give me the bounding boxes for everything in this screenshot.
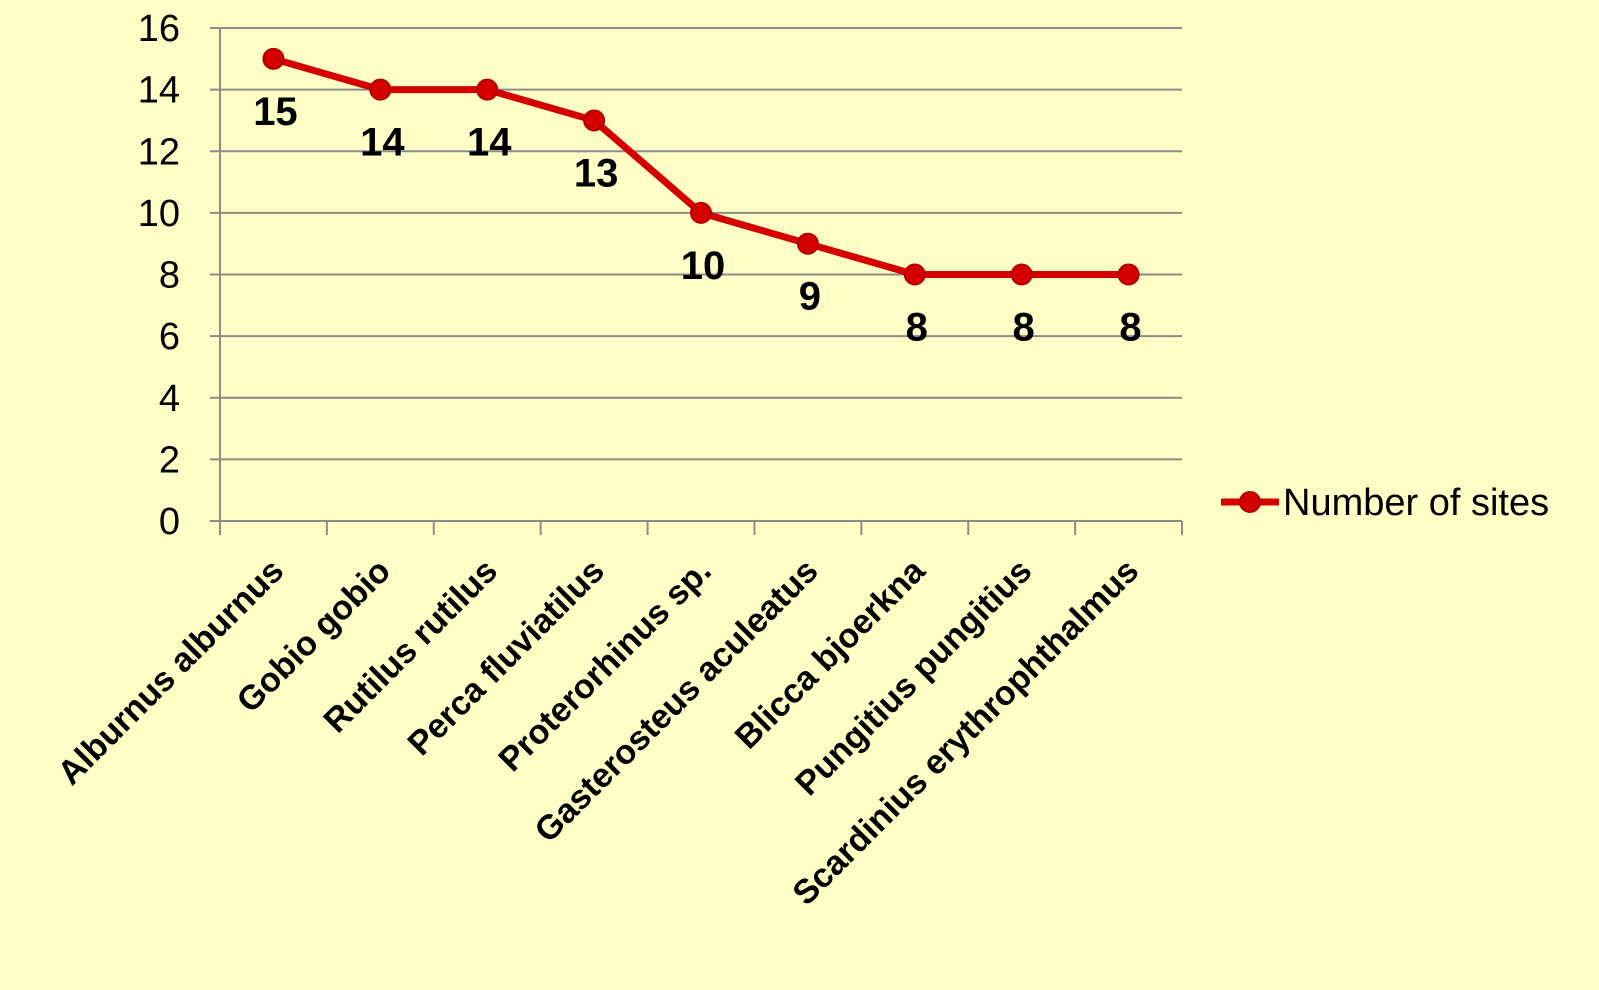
data-labels: 15 14 14 13 10 9 8 8 8 [253, 90, 1141, 350]
data-point [1010, 263, 1033, 286]
series-number-of-sites [262, 47, 1140, 286]
data-label: 10 [681, 244, 726, 288]
data-label: 8 [1013, 306, 1035, 350]
data-point [583, 109, 606, 132]
series-line-number-of-sites [269, 55, 1133, 278]
data-label: 13 [574, 151, 619, 195]
data-point [690, 201, 712, 224]
y-tick-label: 6 [159, 316, 180, 358]
data-point [903, 263, 926, 286]
y-tick-label: 10 [138, 193, 180, 235]
y-tick-label: 14 [138, 70, 180, 112]
x-tick-label: Blicca bjoerkna [728, 551, 933, 756]
axes [210, 27, 1183, 535]
legend-swatch-marker [1239, 491, 1261, 513]
x-tick-label: Perca fluviatilus [400, 552, 611, 763]
data-label: 8 [906, 306, 928, 350]
data-label: 14 [467, 121, 512, 165]
y-tick-label: 2 [159, 439, 180, 481]
y-axis-tick-labels: 0 2 4 6 8 10 12 14 16 [138, 8, 180, 543]
y-tick-label: 4 [159, 378, 180, 420]
y-tick-label: 12 [138, 131, 180, 173]
y-tick-label: 16 [138, 8, 180, 50]
data-label: 15 [253, 90, 298, 134]
data-point [262, 47, 285, 70]
data-point [369, 78, 392, 101]
data-point [476, 78, 499, 101]
legend: Number of sites [1221, 482, 1549, 524]
data-point [796, 232, 819, 255]
data-label: 14 [360, 121, 405, 165]
data-point [1117, 263, 1140, 286]
data-label: 8 [1119, 306, 1141, 350]
legend-label: Number of sites [1283, 482, 1549, 524]
y-tick-label: 0 [159, 501, 180, 543]
y-tick-label: 8 [159, 255, 180, 297]
data-label: 9 [799, 275, 821, 319]
